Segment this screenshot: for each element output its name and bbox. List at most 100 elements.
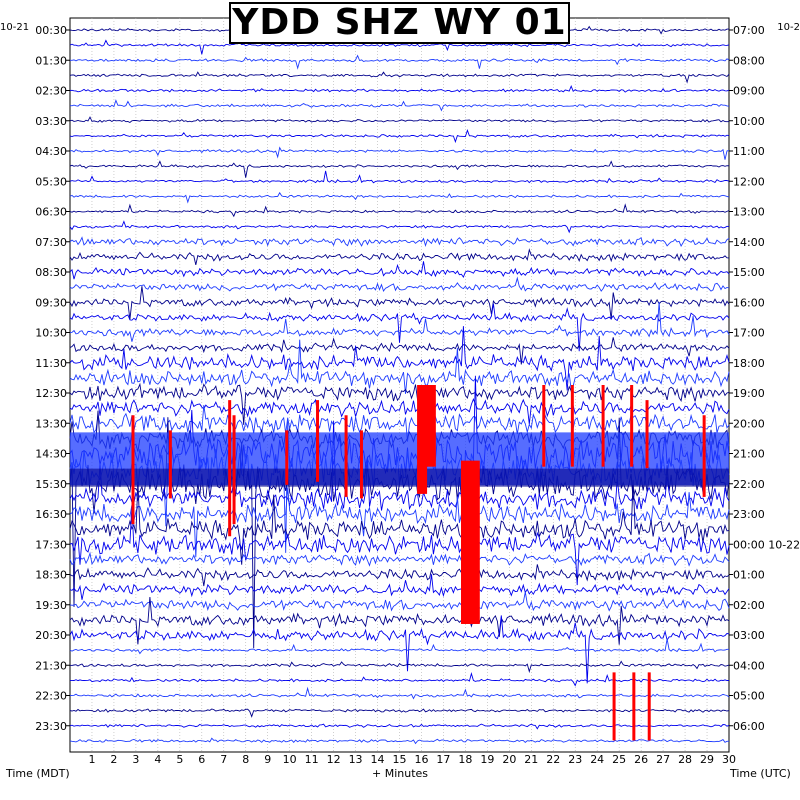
- seismic-trace: [69, 261, 730, 280]
- seismic-trace: [69, 671, 729, 687]
- seismic-trace: [69, 326, 730, 391]
- right-tick-label: 16:00: [733, 296, 765, 309]
- left-tick-label: 23:30: [35, 720, 67, 733]
- left-tick-label: 07:30: [35, 236, 67, 249]
- seismic-trace: [69, 39, 730, 55]
- chart-title-box: YDD SHZ WY 01: [229, 2, 570, 44]
- left-tick-label: 08:30: [35, 266, 67, 279]
- left-tick-label: 16:30: [35, 508, 67, 521]
- x-tick-label: 3: [132, 753, 139, 766]
- right-tick-label: 20:00: [733, 417, 765, 430]
- seismic-trace: [69, 203, 730, 218]
- x-tick-label: 6: [198, 753, 205, 766]
- clipped-segment: [647, 672, 651, 741]
- right-tick-label: 04:00: [733, 659, 765, 672]
- x-tick-label: 29: [700, 753, 714, 766]
- clipped-segment: [344, 415, 348, 497]
- right-tick-label: 12:00: [733, 175, 765, 188]
- left-tick-label: 10:30: [35, 327, 67, 340]
- left-tick-label: 21:30: [35, 659, 67, 672]
- x-tick-label: 16: [414, 753, 428, 766]
- left-tick-label: 01:30: [35, 54, 67, 67]
- seismic-trace: [70, 54, 730, 70]
- clipped-segment: [570, 385, 574, 467]
- clipped-segment: [601, 385, 605, 467]
- right-tick-label: 05:00: [733, 690, 765, 703]
- clipped-segment: [359, 430, 363, 499]
- clipped-segment: [168, 430, 172, 499]
- seismic-trace: [69, 686, 730, 700]
- x-axis-label: + Minutes: [372, 767, 429, 780]
- right-tick-label: 08:00: [733, 54, 765, 67]
- x-tick-label: 4: [154, 753, 161, 766]
- clipped-segment: [425, 385, 436, 467]
- x-tick-label: 15: [393, 753, 407, 766]
- right-date-fragment: 10-2: [777, 22, 800, 33]
- left-tick-label: 19:30: [35, 599, 67, 612]
- right-tick-label: 23:00: [733, 508, 765, 521]
- x-tick-label: 27: [656, 753, 670, 766]
- x-tick-label: 25: [612, 753, 626, 766]
- clipped-segment: [469, 460, 480, 624]
- right-tick-label: 18:00: [733, 357, 765, 370]
- seismic-trace: [69, 303, 730, 352]
- seismic-trace: [69, 248, 730, 265]
- clipped-segment: [285, 430, 289, 485]
- seismic-trace: [69, 129, 730, 144]
- right-axis-label: Time (UTC): [730, 767, 791, 780]
- clipped-segment: [542, 385, 546, 467]
- seismic-trace: [69, 71, 730, 84]
- x-tick-label: 1: [88, 753, 95, 766]
- seismic-trace: [69, 191, 730, 204]
- x-tick-label: 18: [458, 753, 472, 766]
- left-tick-label: 05:30: [35, 175, 67, 188]
- x-tick-label: 22: [546, 753, 560, 766]
- left-tick-label: 14:30: [35, 448, 67, 461]
- seismic-trace: [69, 564, 730, 587]
- left-tick-label: 03:30: [35, 115, 67, 128]
- seismic-trace: [69, 591, 730, 612]
- x-tick-label: 20: [502, 753, 516, 766]
- x-tick-label: 28: [678, 753, 692, 766]
- right-tick-label: 06:00: [733, 720, 765, 733]
- seismic-trace: [69, 551, 730, 567]
- left-tick-label: 12:30: [35, 387, 67, 400]
- seismic-trace: [69, 708, 730, 718]
- right-tick-label: 14:00: [733, 236, 765, 249]
- right-tick-label: 13:00: [733, 206, 765, 219]
- seismic-trace: [69, 505, 730, 586]
- clipped-segment: [645, 400, 649, 469]
- seismic-trace: [69, 420, 730, 511]
- x-tick-label: 24: [590, 753, 604, 766]
- right-tick-label: 01:00: [733, 569, 765, 582]
- seismic-trace: [69, 479, 730, 565]
- left-tick-label: 13:30: [35, 417, 67, 430]
- clipped-segment: [417, 385, 428, 494]
- seismic-trace: [69, 286, 730, 320]
- left-axis-label: Time (MDT): [6, 767, 70, 780]
- right-tick-label: 17:00: [733, 327, 765, 340]
- seismic-trace: [69, 337, 730, 365]
- clipped-segment: [131, 415, 135, 525]
- seismic-trace: [69, 99, 730, 112]
- seismic-trace: [69, 638, 729, 655]
- clipped-segment: [232, 415, 236, 525]
- x-tick-label: 9: [264, 753, 271, 766]
- left-tick-label: 17:30: [35, 538, 67, 551]
- right-tick-label: 03:00: [733, 629, 765, 642]
- clipped-segment: [228, 400, 232, 537]
- clipped-segment: [702, 415, 706, 497]
- left-tick-label: 20:30: [35, 629, 67, 642]
- right-tick-label: 21:00: [733, 448, 765, 461]
- clipped-segment: [632, 672, 636, 741]
- x-tick-label: 5: [176, 753, 183, 766]
- seismic-trace: [69, 170, 730, 184]
- left-tick-label: 02:30: [35, 85, 67, 98]
- x-tick-label: 13: [349, 753, 363, 766]
- right-tick-label: 10:00: [733, 115, 765, 128]
- left-tick-label: 09:30: [35, 296, 67, 309]
- clipped-segment: [316, 400, 320, 482]
- x-tick-label: 8: [242, 753, 249, 766]
- chart-title: YDD SHZ WY 01: [232, 2, 567, 43]
